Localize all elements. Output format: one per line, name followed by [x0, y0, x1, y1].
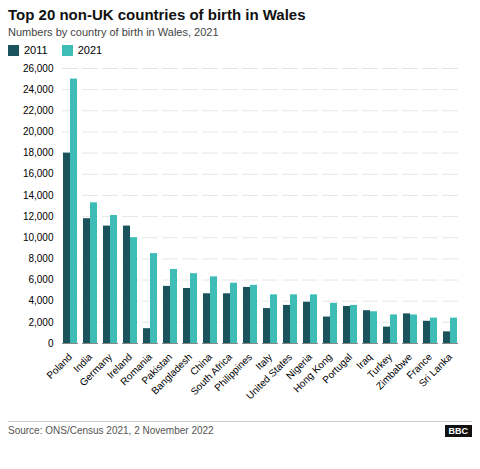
svg-text:6,000: 6,000 — [28, 274, 53, 285]
svg-text:France: France — [404, 351, 435, 381]
svg-text:8,000: 8,000 — [28, 253, 53, 264]
svg-text:Romania: Romania — [118, 351, 155, 388]
html-text:2011: 2011 — [24, 44, 48, 56]
svg-text:Philippines: Philippines — [212, 351, 254, 393]
svg-text:South Africa: South Africa — [188, 351, 235, 398]
svg-text:Iraq: Iraq — [354, 351, 375, 372]
html-text:BBC: BBC — [448, 426, 468, 436]
svg-text:4,000: 4,000 — [28, 295, 53, 306]
svg-text:22,000: 22,000 — [23, 105, 54, 116]
svg-text:Nigeria: Nigeria — [284, 351, 315, 382]
html-text:Source: ONS/Census 2021, 2 Nov: Source: ONS/Census 2021, 2 November 2022 — [8, 425, 214, 436]
svg-text:18,000: 18,000 — [23, 147, 54, 158]
svg-text:Sri Lanka: Sri Lanka — [417, 351, 455, 389]
svg-text:0: 0 — [48, 338, 54, 349]
html-text:Numbers by country of birth in: Numbers by country of birth in Wales, 20… — [8, 26, 219, 38]
svg-text:16,000: 16,000 — [23, 168, 54, 179]
html-text:2021: 2021 — [77, 44, 103, 56]
svg-text:Bangladesh: Bangladesh — [149, 351, 195, 397]
svg-text:Portugal: Portugal — [320, 351, 354, 385]
svg-text:12,000: 12,000 — [23, 211, 54, 222]
svg-text:United States: United States — [243, 351, 295, 402]
svg-text:2,000: 2,000 — [28, 317, 53, 328]
svg-text:24,000: 24,000 — [23, 84, 54, 95]
svg-text:Pakistan: Pakistan — [139, 351, 175, 387]
html-text:Top 20 non-UK countries of bir: Top 20 non-UK countries of birth in Wale… — [8, 6, 306, 23]
svg-text:Italy: Italy — [253, 351, 275, 372]
svg-text:China: China — [187, 351, 215, 378]
svg-text:20,000: 20,000 — [23, 126, 54, 137]
svg-text:India: India — [71, 351, 95, 375]
svg-text:Zimbabwe: Zimbabwe — [373, 351, 415, 392]
svg-text:Hong Kong: Hong Kong — [291, 351, 335, 395]
svg-text:Ireland: Ireland — [104, 351, 135, 381]
svg-text:14,000: 14,000 — [23, 190, 54, 201]
svg-text:10,000: 10,000 — [23, 232, 54, 243]
svg-text:Poland: Poland — [44, 351, 74, 381]
svg-text:Turkey: Turkey — [365, 351, 395, 381]
svg-text:Germany: Germany — [77, 351, 115, 389]
svg-text:26,000: 26,000 — [23, 63, 54, 74]
